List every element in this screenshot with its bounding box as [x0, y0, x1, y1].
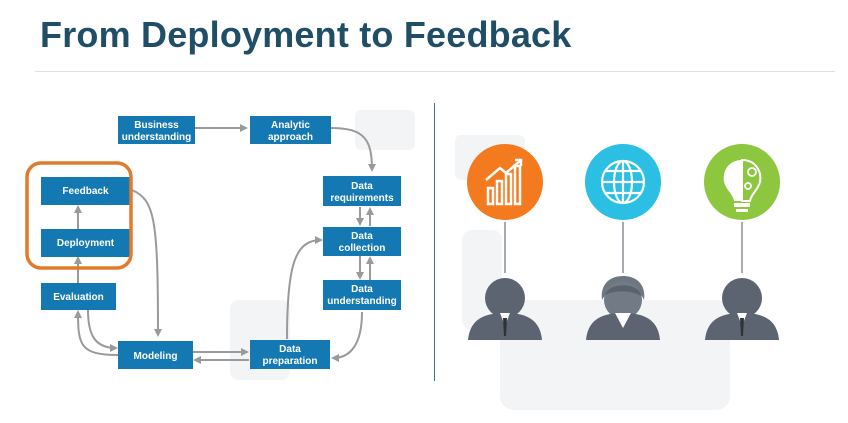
stage-feedback: Feedback — [41, 177, 130, 205]
persona-1 — [467, 144, 543, 340]
stage-data-understanding: Data understanding — [323, 280, 401, 310]
stage-label: Data — [351, 231, 373, 242]
stage-business-understanding: Business understanding — [118, 116, 195, 144]
stage-label: Business — [134, 120, 179, 131]
stage-label: understanding — [327, 296, 396, 307]
person-head — [485, 278, 525, 318]
persona-2 — [585, 144, 661, 340]
slide-title: From Deployment to Feedback — [40, 14, 572, 55]
stage-label: Evaluation — [53, 292, 104, 303]
stage-data-preparation: Data preparation — [250, 340, 330, 369]
stage-label: requirements — [330, 193, 394, 204]
stage-label: Data — [351, 284, 373, 295]
stage-analytic-approach: Analytic approach — [250, 116, 331, 144]
stage-label: Analytic — [271, 120, 310, 131]
title-divider — [35, 71, 835, 72]
stage-evaluation: Evaluation — [41, 283, 116, 310]
stage-label: collection — [339, 243, 386, 254]
stage-label: Feedback — [62, 186, 109, 197]
highlight-frame — [25, 161, 133, 270]
stage-label: approach — [268, 132, 313, 143]
stage-label: Data — [351, 181, 373, 192]
stage-data-requirements: Data requirements — [323, 176, 401, 206]
stage-label: preparation — [262, 356, 317, 367]
stage-data-collection: Data collection — [323, 227, 401, 256]
stage-label: Deployment — [57, 238, 115, 249]
stage-label: Modeling — [134, 351, 178, 362]
flow-connectors — [74, 124, 376, 364]
persona-3 — [704, 144, 780, 340]
person-head — [722, 278, 762, 318]
vertical-divider — [434, 103, 435, 381]
stage-label: understanding — [122, 132, 191, 143]
stage-label: Data — [279, 344, 301, 355]
stage-modeling: Modeling — [118, 341, 193, 369]
stage-deployment: Deployment — [41, 229, 130, 257]
